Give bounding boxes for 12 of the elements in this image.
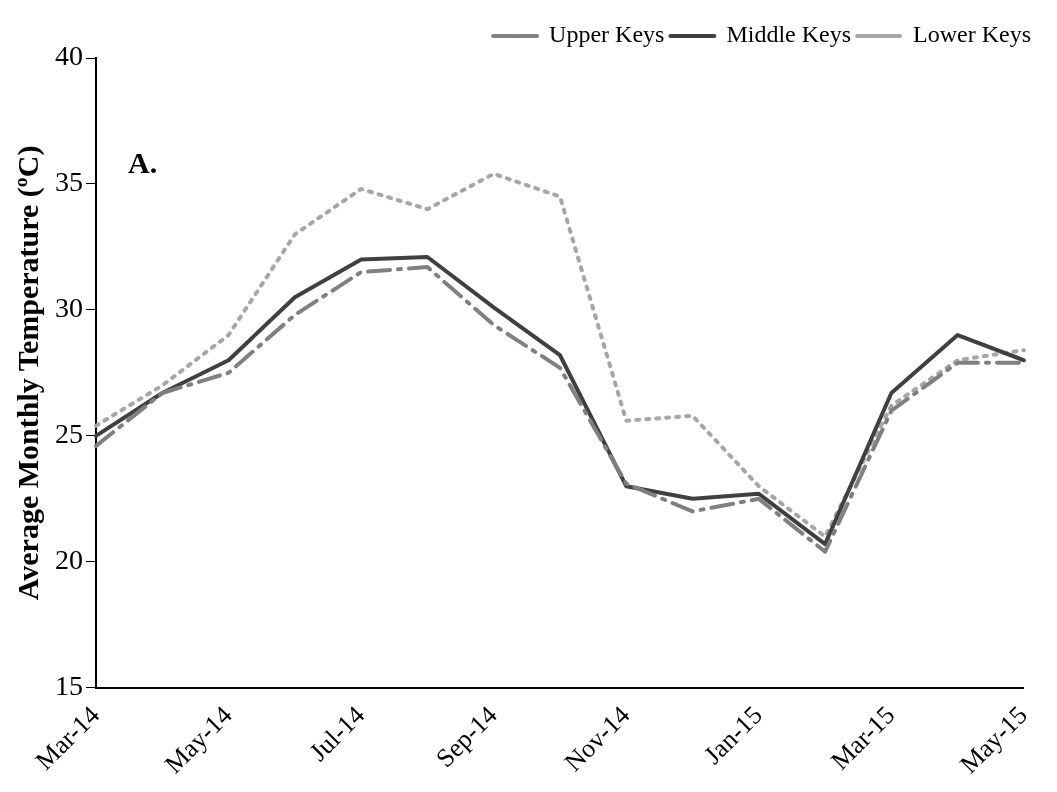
y-tick-label: 30 [55, 292, 83, 324]
y-axis-title: Average Monthly Temperature (ºC) [10, 145, 45, 601]
annotation: A. [128, 145, 158, 179]
y-tick-label: 20 [55, 544, 83, 576]
y-tick-label: 25 [55, 418, 83, 450]
y-tick-label: 35 [55, 166, 83, 198]
y-tick-label: 15 [55, 670, 83, 702]
legend-label: Lower Keys [913, 21, 1032, 48]
y-tick-label: 40 [55, 40, 83, 72]
legend-label: Upper Keys [549, 21, 665, 48]
legend-label: Middle Keys [726, 21, 852, 48]
line-series [94, 171, 1026, 539]
